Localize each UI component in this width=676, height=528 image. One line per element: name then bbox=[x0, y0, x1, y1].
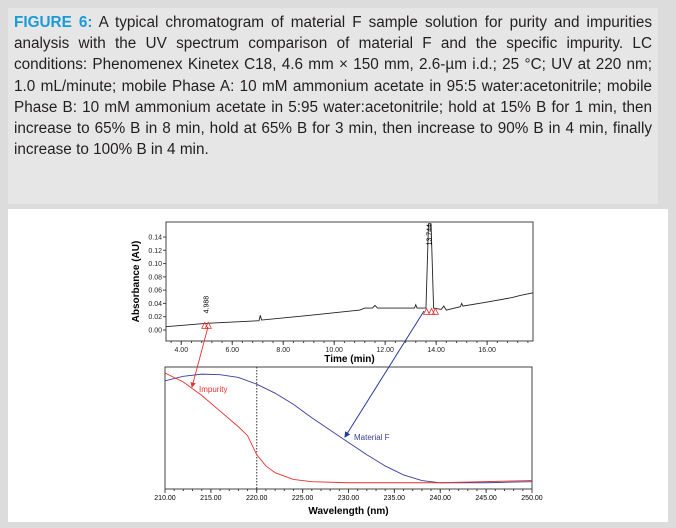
peak-label: 4.988 bbox=[203, 296, 210, 314]
x-tick-label: 215.00 bbox=[200, 495, 222, 502]
x-tick-label: 6.00 bbox=[225, 347, 239, 354]
peak-marker bbox=[427, 307, 436, 315]
x-tick-label: 210.00 bbox=[154, 495, 176, 502]
legend-impurity: Impurity bbox=[199, 385, 227, 394]
x-axis-label: Wavelength (nm) bbox=[308, 506, 388, 517]
spectrum-line-impurity bbox=[164, 372, 533, 484]
x-tick-label: 8.00 bbox=[276, 347, 290, 354]
x-tick-label: 230.00 bbox=[338, 495, 360, 502]
impurity-arrow bbox=[190, 326, 209, 388]
legend-material-f: Material F bbox=[354, 433, 390, 442]
x-tick-label: 245.00 bbox=[475, 495, 497, 502]
x-tick-label: 10.00 bbox=[325, 347, 343, 354]
x-tick-label: 240.00 bbox=[430, 495, 452, 502]
peak-marker bbox=[204, 321, 212, 329]
x-tick-label: 250.00 bbox=[521, 495, 543, 502]
peak-marker bbox=[422, 307, 431, 315]
peak-label: 13.744 bbox=[427, 224, 434, 246]
x-axis-label: Time (min) bbox=[324, 354, 374, 365]
x-tick-label: 225.00 bbox=[292, 495, 314, 502]
figure-panel bbox=[8, 209, 668, 522]
chromatogram-line bbox=[165, 223, 534, 328]
y-tick-label: 0.14 bbox=[148, 235, 162, 242]
peak-marker bbox=[201, 321, 209, 329]
x-tick-label: 14.00 bbox=[427, 347, 445, 354]
y-tick-label: 0.08 bbox=[148, 274, 162, 281]
spectrum-line-material-f bbox=[164, 373, 533, 484]
y-tick-label: 0.12 bbox=[148, 248, 162, 255]
y-tick-label: 0.04 bbox=[148, 301, 162, 308]
material-f-arrow bbox=[344, 310, 425, 438]
y-tick-label: 0.06 bbox=[148, 288, 162, 295]
peak-marker bbox=[431, 307, 440, 315]
y-tick-label: 0.02 bbox=[148, 314, 162, 321]
caption-text: A typical chromatogram of material F sam… bbox=[14, 14, 653, 159]
x-tick-label: 4.00 bbox=[174, 347, 188, 354]
x-tick-label: 12.00 bbox=[376, 347, 394, 354]
chromatogram-plot-area bbox=[165, 221, 534, 342]
figure-label: FIGURE 6: bbox=[14, 14, 93, 31]
figure-caption: FIGURE 6: A typical chromatogram of mate… bbox=[8, 8, 658, 204]
x-tick-label: 235.00 bbox=[384, 495, 406, 502]
x-tick-label: 220.00 bbox=[246, 495, 268, 502]
y-tick-label: 0.10 bbox=[148, 261, 162, 268]
x-tick-label: 16.00 bbox=[478, 347, 496, 354]
y-tick-label: 0.00 bbox=[148, 328, 162, 335]
y-axis-label: Absorbance (AU) bbox=[131, 241, 142, 323]
